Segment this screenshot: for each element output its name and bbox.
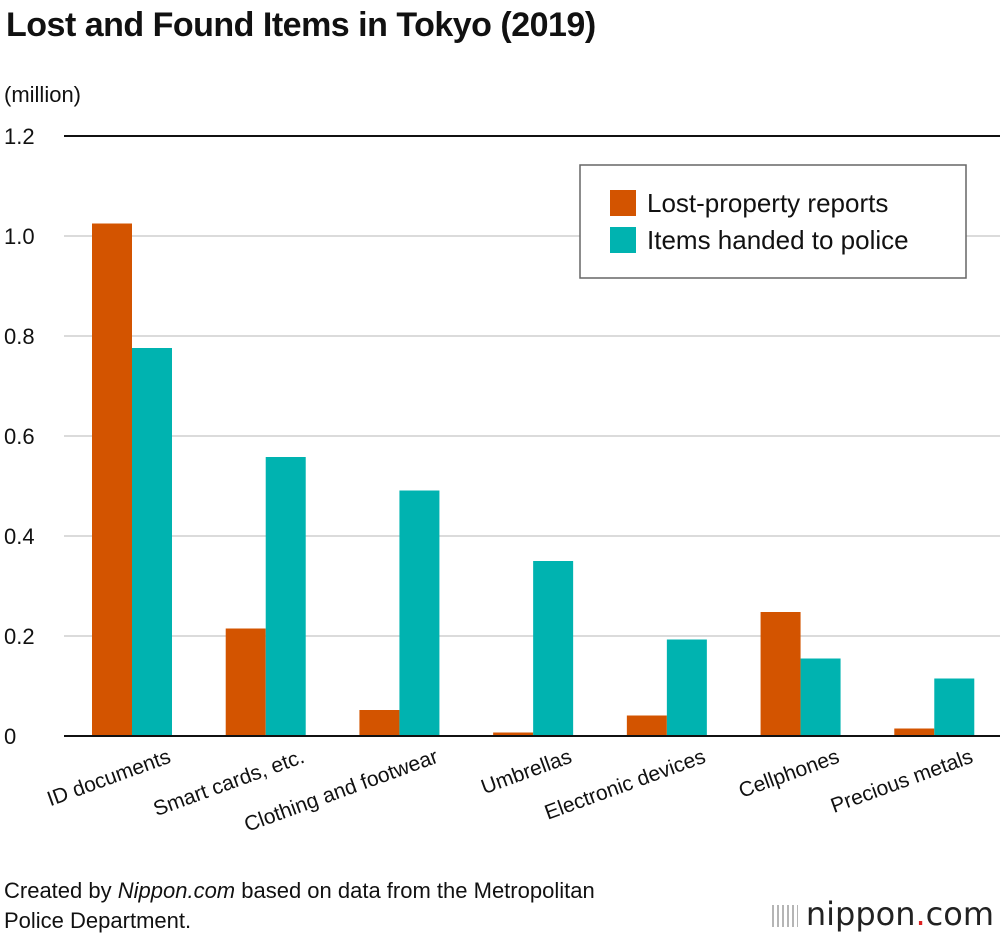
bar xyxy=(493,732,534,736)
legend-box xyxy=(579,164,967,279)
bar xyxy=(760,612,801,736)
bar xyxy=(92,223,132,736)
y-tick-label: 0.6 xyxy=(4,424,35,449)
source-site: Nippon.com xyxy=(117,878,236,903)
brand-name: nippon xyxy=(805,895,916,933)
bar xyxy=(626,715,667,736)
y-tick-label: 0 xyxy=(4,724,16,749)
legend-label: Items handed to police xyxy=(647,225,909,255)
bar xyxy=(800,658,841,736)
bar xyxy=(533,561,574,736)
y-tick-label: 0.8 xyxy=(4,324,35,349)
bar xyxy=(399,490,440,736)
x-tick-label: Precious metals xyxy=(828,745,976,818)
bar xyxy=(894,728,935,736)
bar xyxy=(934,678,975,736)
brand-bars-icon xyxy=(771,905,798,927)
y-axis-unit-label: (million) xyxy=(4,82,81,107)
legend-swatch xyxy=(610,190,636,216)
y-tick-label: 0.2 xyxy=(4,624,35,649)
brand-tld: com xyxy=(925,895,994,933)
brand-dot: . xyxy=(915,895,926,933)
bar xyxy=(359,710,400,736)
bar xyxy=(132,348,172,736)
source-line2: Police Department. xyxy=(4,908,192,933)
y-tick-label: 0.4 xyxy=(4,524,35,549)
legend-label: Lost-property reports xyxy=(647,188,888,218)
bars xyxy=(64,223,1000,737)
legend: Lost-property reports Items handed to pol… xyxy=(579,164,967,279)
bar xyxy=(265,457,306,736)
bar xyxy=(666,639,707,736)
x-tick-label: Cellphones xyxy=(736,745,843,803)
y-tick-label: 1.0 xyxy=(4,224,35,249)
source-prefix: Created by xyxy=(4,878,118,903)
y-tick-labels: 0 0.2 0.4 0.6 0.8 1.0 1.2 xyxy=(4,124,35,749)
brand-logo: nippon.com xyxy=(771,895,994,933)
source-note: Created by Nippon.com based on data from… xyxy=(4,876,595,936)
chart-title: Lost and Found Items in Tokyo (2019) xyxy=(6,6,596,44)
source-rest: based on data from the Metropolitan xyxy=(235,878,595,903)
bar xyxy=(225,628,266,736)
y-tick-label: 1.2 xyxy=(4,124,35,149)
x-tick-label: Umbrellas xyxy=(478,745,575,799)
legend-swatch xyxy=(610,227,636,253)
